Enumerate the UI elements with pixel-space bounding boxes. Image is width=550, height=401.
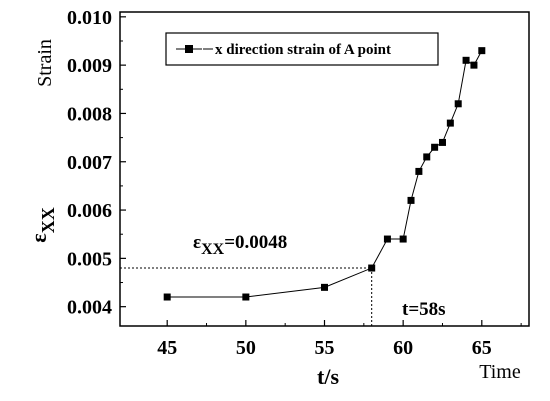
data-point [462,56,470,64]
x-corner-label: Time [479,361,521,383]
y-axis-title-symbol: ε [26,233,51,242]
annotation-time-value: t=58s [402,299,446,320]
legend-marker-sample [185,45,193,53]
x-tick-label: 65 [472,337,492,359]
data-point [415,167,423,175]
data-point [368,264,376,272]
x-tick-label: 60 [393,337,413,359]
y-tick-label: 0.010 [67,7,112,29]
y-tick-label: 0.004 [67,297,112,319]
data-point [470,61,478,69]
x-tick-label: 50 [236,337,256,359]
y-axis-title: εXX [26,207,58,242]
data-point [423,153,431,161]
data-point [407,196,415,204]
y-tick-label: 0.009 [67,55,112,77]
y-tick-label: 0.005 [67,248,112,270]
data-point [438,138,446,146]
data-point [383,235,391,243]
annotation-strain-number: =0.0048 [224,232,287,253]
y-tick-label: 0.007 [67,152,112,174]
data-point [454,100,462,108]
reference-lines [120,267,373,326]
data-point [446,119,454,127]
data-point [399,235,407,243]
data-point [431,143,439,151]
data-point [242,293,250,301]
x-tick-label: 45 [157,337,177,359]
annotation-strain-subscript: XX [201,241,225,258]
y-tick-label: 0.006 [67,200,112,222]
data-point [163,293,171,301]
x-axis-title: t/s [317,364,339,389]
legend: x direction strain of A point [165,32,439,66]
legend-entry-label: x direction strain of A point [215,42,391,58]
annotation-strain-value: εXX=0.0048 [193,232,287,258]
y-axis-title-subscript: XX [38,207,58,233]
y-corner-label: Strain [34,39,56,87]
y-tick-label: 0.008 [67,103,112,125]
x-tick-label: 55 [315,337,335,359]
y-axis-title-group: εXX [26,207,58,242]
ticks-layer: 45 50 55 60 65 0.004 0.005 0.006 0.007 0.008 0.009… [67,7,522,359]
annotation-strain-symbol: ε [193,232,201,253]
series-line [167,50,483,298]
data-point [321,283,328,291]
series-layer [163,47,486,301]
data-point [478,47,486,55]
y-corner-label-group: Strain [34,39,56,87]
